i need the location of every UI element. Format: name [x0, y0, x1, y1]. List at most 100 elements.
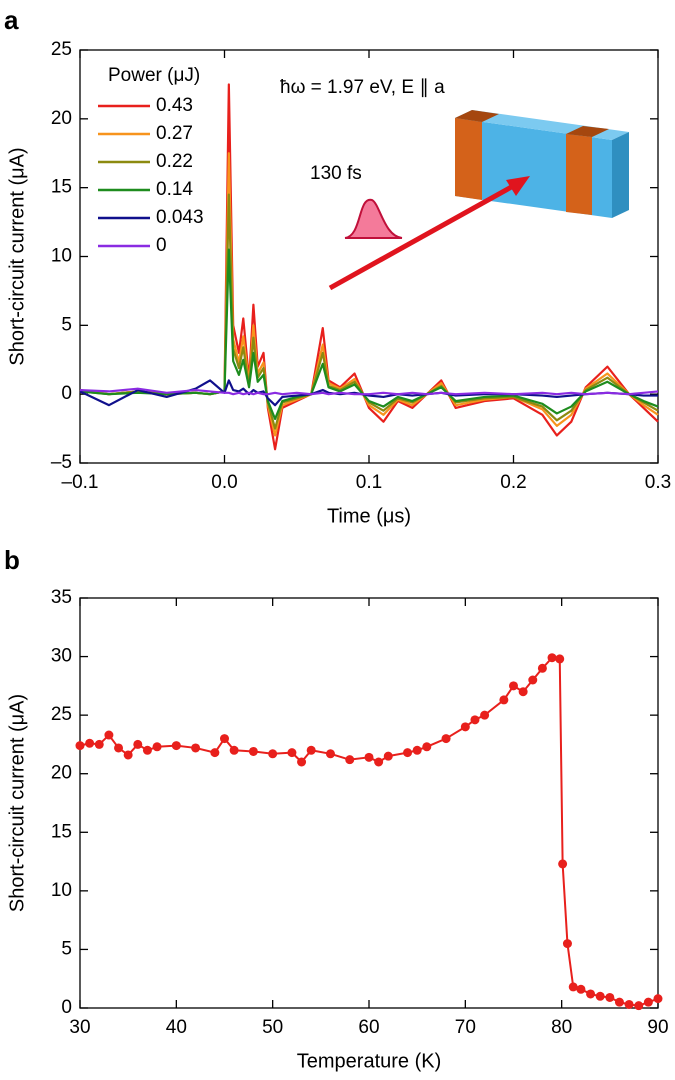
data-point: [624, 999, 634, 1009]
arrow-head: [506, 176, 530, 196]
data-point: [364, 752, 374, 762]
data-point: [558, 859, 568, 869]
y-tick-label: 25: [51, 39, 72, 60]
data-point: [422, 742, 432, 752]
x-tick-label: 70: [455, 1017, 476, 1038]
annotation: ħω = 1.97 eV, E ∥ a: [280, 77, 445, 98]
data-point: [171, 741, 181, 751]
y-tick-label: 5: [61, 314, 72, 335]
data-point: [568, 982, 578, 992]
data-point: [374, 757, 384, 767]
crystal-side: [612, 132, 629, 218]
x-tick-label: 0.2: [500, 472, 526, 493]
pulse: [344, 198, 403, 239]
series-line: [79, 248, 659, 421]
y-tick-label: 5: [61, 938, 72, 959]
data-point: [94, 739, 104, 749]
data-point: [210, 748, 220, 758]
data-point: [306, 745, 316, 755]
legend-title: Power (μJ): [108, 65, 200, 86]
data-point: [555, 654, 565, 664]
x-tick-label: 0.0: [211, 472, 237, 493]
electrode: [455, 118, 482, 200]
data-point: [152, 742, 162, 752]
data-point: [586, 989, 596, 999]
data-point: [248, 746, 258, 756]
x-axis-title: Time (μs): [327, 505, 411, 527]
y-tick-label: 20: [51, 108, 72, 129]
x-tick-label: 0.3: [645, 472, 671, 493]
y-tick-label: 10: [51, 246, 72, 267]
y-tick-label: 25: [51, 704, 72, 725]
data-point: [85, 738, 95, 748]
panel-label: b: [4, 545, 20, 575]
series-line: [79, 387, 659, 396]
y-tick-label: 0: [61, 997, 72, 1018]
electrode: [566, 134, 592, 215]
series-line: [79, 656, 659, 1007]
data-point: [605, 992, 615, 1002]
data-point: [114, 743, 124, 753]
data-point: [123, 750, 133, 760]
data-point: [595, 991, 605, 1001]
data-point: [547, 653, 557, 663]
data-point: [220, 734, 229, 744]
electrode-top: [455, 110, 499, 122]
annotation: 130 fs: [310, 163, 362, 184]
data-point: [75, 741, 85, 751]
data-point: [480, 710, 490, 720]
x-tick-label: 30: [69, 1017, 90, 1038]
y-tick-label: 15: [51, 821, 72, 842]
y-tick-label: 20: [51, 763, 72, 784]
inset-illustration: [328, 110, 629, 291]
data-point: [229, 745, 239, 755]
x-tick-label: –0.1: [62, 472, 99, 493]
data-point: [268, 749, 278, 759]
arrow-shaft: [328, 182, 517, 291]
data-point: [191, 743, 201, 753]
y-tick-label: 35: [51, 587, 72, 608]
data-point: [470, 715, 480, 725]
data-point: [142, 745, 152, 755]
legend-label: 0.043: [156, 207, 204, 228]
y-tick-label: 15: [51, 177, 72, 198]
data-point: [441, 734, 451, 744]
legend-label: 0.27: [156, 123, 193, 144]
data-point: [537, 663, 547, 673]
y-tick-label: –5: [51, 452, 72, 473]
data-point: [104, 730, 114, 740]
legend-label: 0.22: [156, 151, 193, 172]
panel-label: a: [4, 5, 19, 35]
data-point: [287, 748, 297, 758]
y-axis-title: Short-circuit current (μA): [6, 694, 28, 912]
data-point: [297, 757, 307, 767]
data-point: [518, 687, 528, 697]
data-point: [614, 997, 624, 1007]
data-point: [325, 749, 335, 759]
legend-label: 0: [156, 235, 167, 256]
x-tick-label: 90: [647, 1017, 668, 1038]
x-tick-label: 0.1: [356, 472, 382, 493]
y-tick-label: 30: [51, 646, 72, 667]
data-point: [133, 739, 143, 749]
electrode-top: [566, 126, 609, 137]
plot-frame: [79, 597, 659, 1009]
x-tick-label: 60: [358, 1017, 379, 1038]
data-point: [383, 751, 393, 761]
data-point: [528, 675, 538, 685]
x-tick-label: 50: [262, 1017, 283, 1038]
y-axis-title: Short-circuit current (μA): [6, 147, 28, 365]
legend-label: 0.43: [156, 95, 193, 116]
data-point: [412, 745, 422, 755]
series-line: [79, 379, 658, 407]
legend-label: 0.14: [156, 179, 193, 200]
data-point: [509, 681, 518, 691]
data-point: [643, 997, 653, 1007]
x-axis-title: Temperature (K): [297, 1050, 442, 1072]
data-point: [576, 984, 586, 994]
data-point: [634, 1001, 644, 1011]
y-tick-label: 0: [61, 383, 72, 404]
y-tick-label: 10: [51, 880, 72, 901]
data-point: [460, 722, 470, 732]
